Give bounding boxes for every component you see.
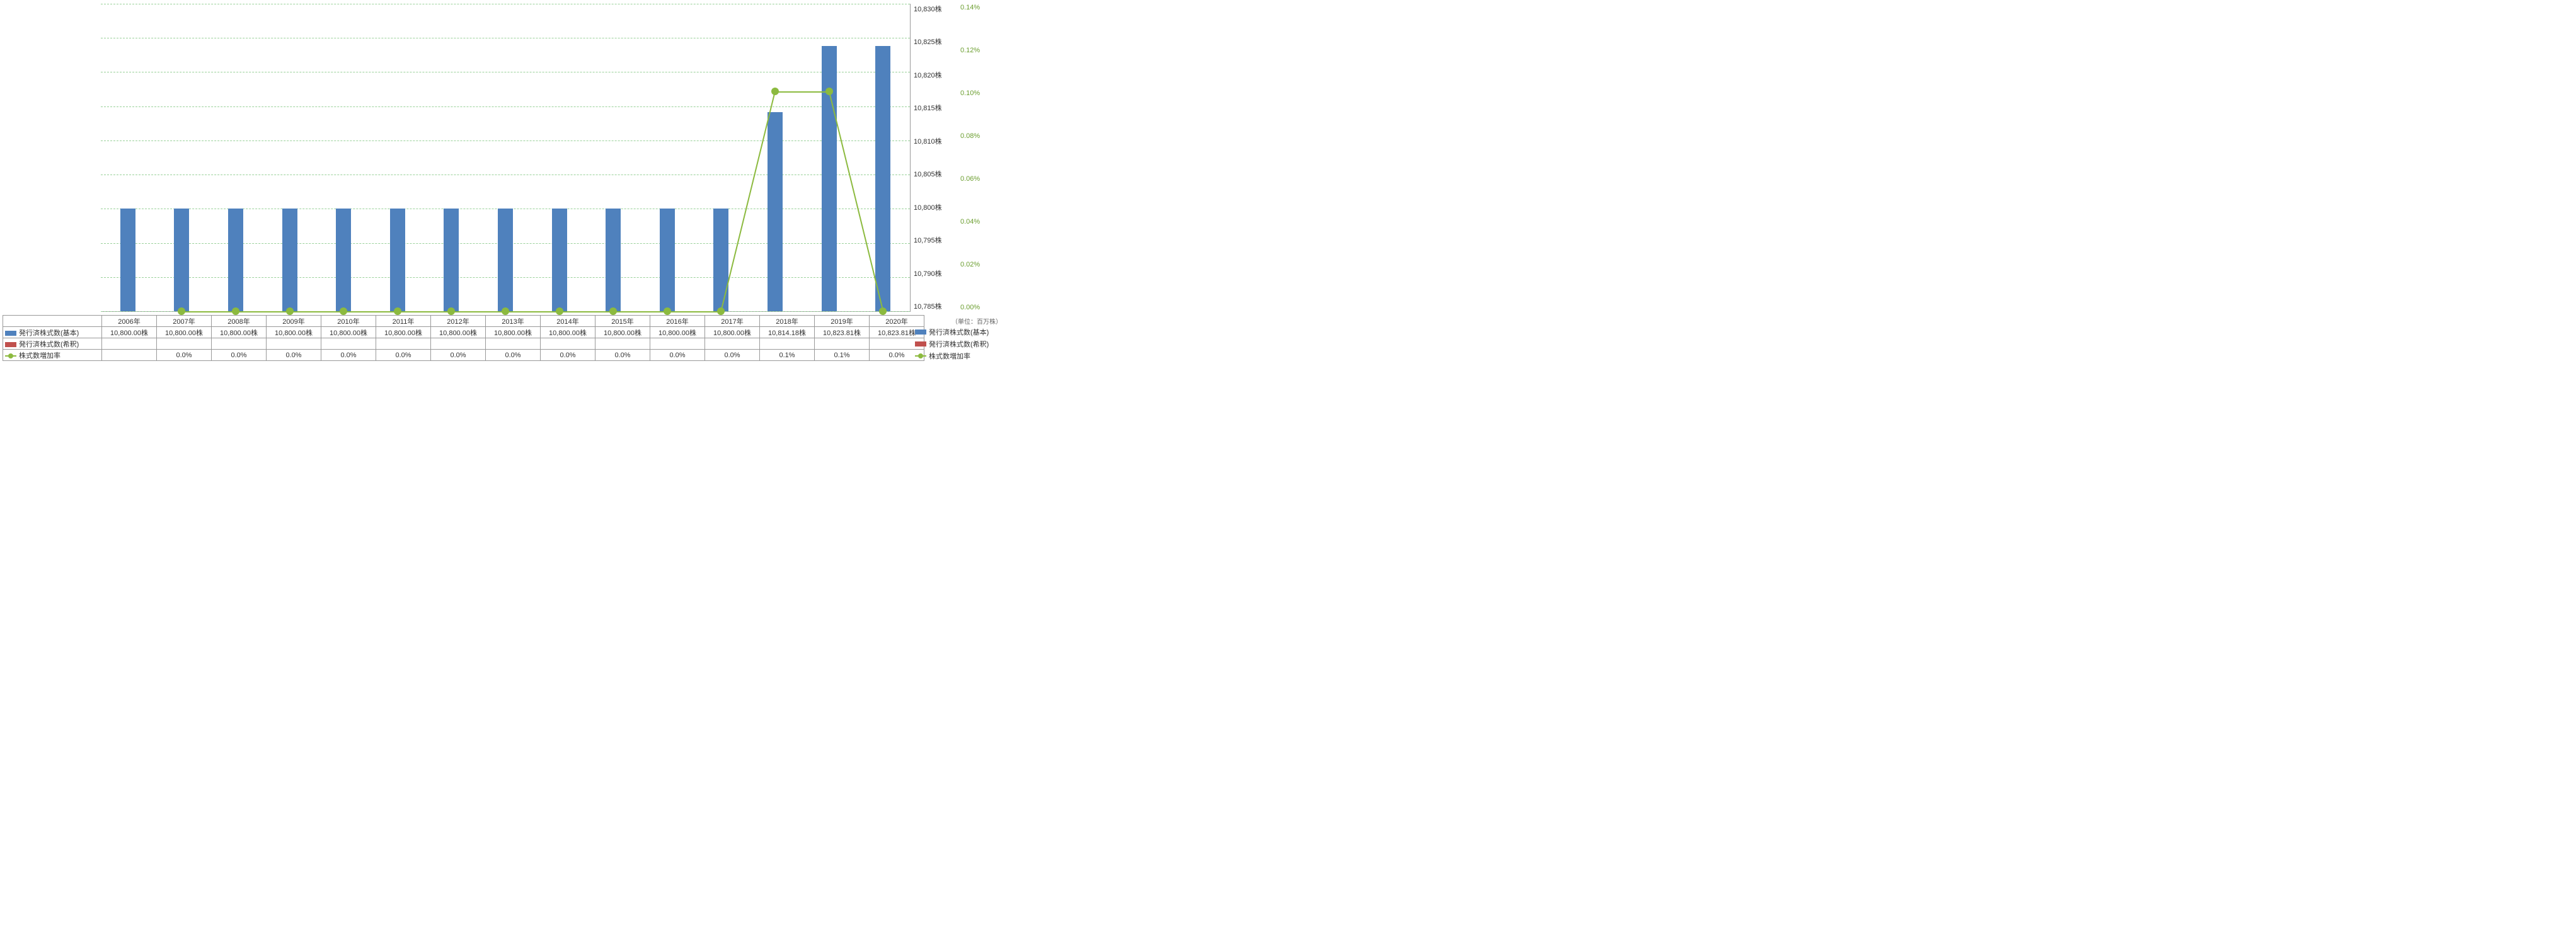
row-hdr-year [3, 316, 102, 327]
legend: 発行済株式数(基本) 発行済株式数(希釈) 株式数増加率 [915, 326, 989, 362]
row-hdr-growth: 株式数増加率 [3, 350, 102, 361]
bar [606, 209, 621, 311]
unit-label: （単位：百万株） [952, 316, 1002, 326]
legend-growth: 株式数増加率 [915, 350, 989, 362]
bar [552, 209, 567, 311]
bar [498, 209, 513, 311]
bar [282, 209, 297, 311]
data-table: 2006年2007年2008年2009年2010年2011年2012年2013年… [3, 315, 924, 361]
row-hdr-basic: 発行済株式数(基本) [3, 327, 102, 338]
bar [120, 209, 135, 311]
bar [228, 209, 243, 311]
legend-basic: 発行済株式数(基本) [915, 326, 989, 338]
y-axis-shares: 10,830株10,825株10,820株10,815株10,810株10,80… [914, 4, 954, 311]
bar [660, 209, 675, 311]
y-axis-growth: 0.14%0.12%0.10%0.08%0.06%0.04%0.02%0.00% [960, 4, 989, 311]
bar [390, 209, 405, 311]
bar [336, 209, 351, 311]
bar [875, 46, 890, 311]
bar [768, 112, 783, 311]
bar [822, 46, 837, 311]
row-hdr-diluted: 発行済株式数(希釈) [3, 338, 102, 350]
bar [174, 209, 189, 311]
bar [444, 209, 459, 311]
chart-plot-area [101, 4, 911, 312]
bar [713, 209, 728, 311]
legend-diluted: 発行済株式数(希釈) [915, 338, 989, 350]
